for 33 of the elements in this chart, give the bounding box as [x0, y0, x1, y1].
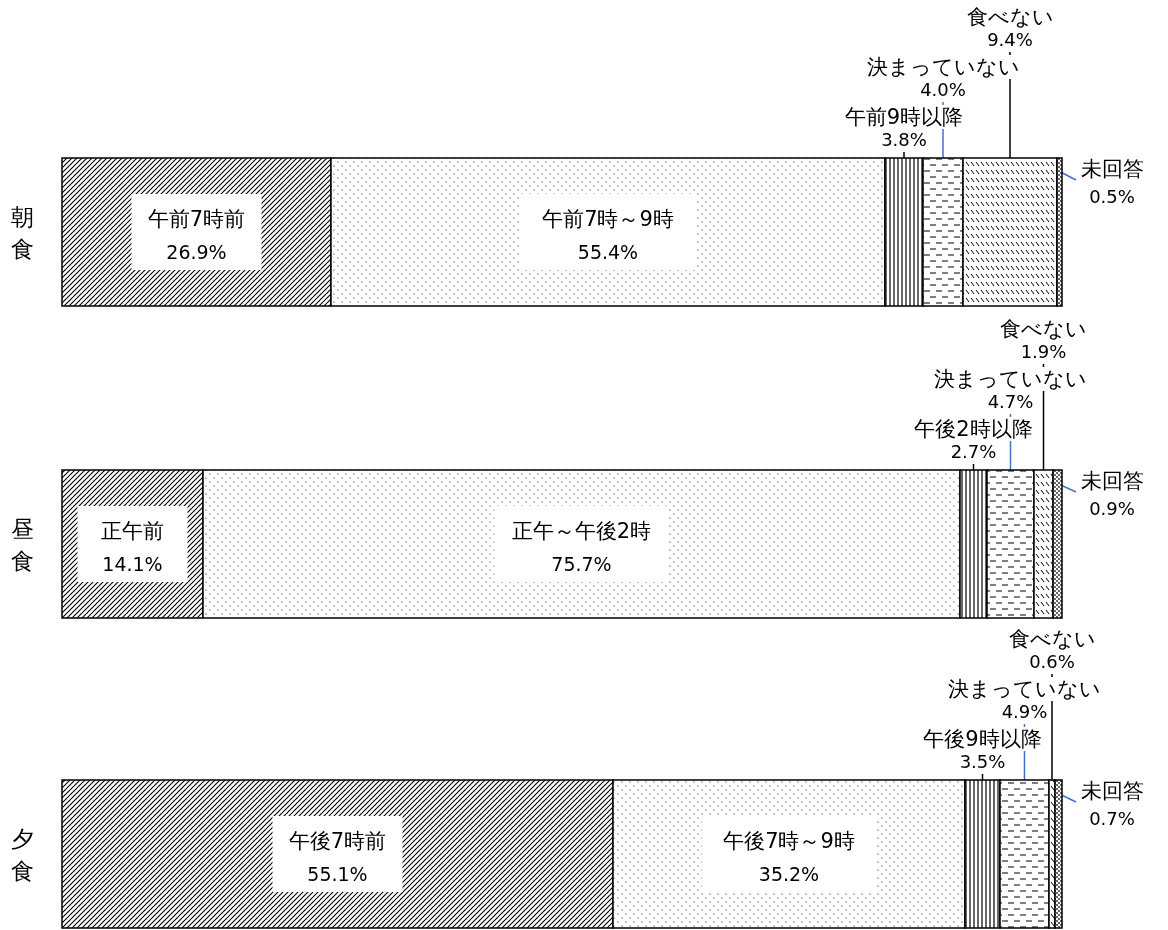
data-label: 3.8% — [881, 129, 927, 150]
series-label: 未回答 — [1080, 469, 1144, 493]
series-label: 午前7時前 — [147, 207, 246, 231]
data-label: 0.7% — [1089, 808, 1135, 829]
data-label: 0.9% — [1089, 498, 1135, 519]
series-label: 未回答 — [1080, 157, 1144, 181]
data-label: 14.1% — [102, 553, 163, 575]
data-label: 55.1% — [307, 863, 368, 885]
data-label: 4.9% — [1001, 701, 1048, 722]
data-label: 9.4% — [987, 29, 1033, 50]
data-label: 75.7% — [551, 553, 612, 575]
data-label: 4.0% — [920, 79, 966, 100]
data-label: 26.9% — [166, 241, 227, 263]
data-label: 4.7% — [987, 391, 1034, 412]
series-label: 午後2時以降 — [914, 417, 1033, 441]
data-label: 0.6% — [1029, 651, 1075, 672]
category-label: 昼食 — [10, 516, 34, 574]
data-label: 2.7% — [950, 441, 997, 462]
data-label: 0.5% — [1089, 186, 1135, 207]
series-label: 午後7時～9時 — [723, 829, 855, 853]
category-label: 夕食 — [10, 826, 34, 884]
series-label: 正午前 — [101, 519, 164, 543]
series-label: 午後7時前 — [288, 829, 387, 853]
series-label: 正午～午後2時 — [511, 519, 652, 543]
category-label: 朝食 — [10, 204, 34, 262]
series-label: 未回答 — [1080, 779, 1144, 803]
series-label: 午前9時以降 — [844, 105, 964, 129]
data-label: 3.5% — [959, 751, 1006, 772]
data-label: 1.9% — [1020, 341, 1067, 362]
data-label: 55.4% — [577, 241, 639, 263]
data-label: 35.2% — [758, 863, 820, 885]
series-label: 午後9時以降 — [923, 727, 1042, 751]
series-label: 午前7時～9時 — [542, 207, 674, 231]
